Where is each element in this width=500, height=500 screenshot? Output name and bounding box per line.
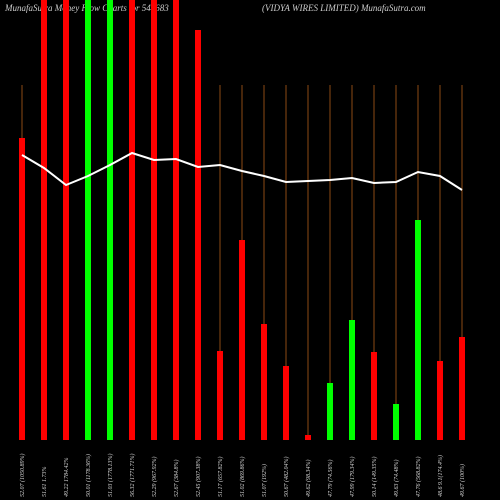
x-tick-label: 49.63 (74.48%) bbox=[393, 460, 400, 498]
x-tick-label: 51.17 (657.82%) bbox=[217, 457, 224, 498]
bar bbox=[129, 0, 135, 440]
x-tick-label: 52.29 (967.92%) bbox=[151, 457, 158, 498]
money-flow-line bbox=[21, 151, 463, 191]
x-tick-label: 51.02 (869.86%) bbox=[239, 457, 246, 498]
x-tick-label: 47.79 (74.56%) bbox=[327, 460, 334, 498]
x-tick-label: 50.01 (1178.36%) bbox=[85, 454, 92, 497]
bar bbox=[393, 404, 399, 440]
x-tick-label: 49.22 1784.42% bbox=[63, 458, 70, 498]
bar bbox=[305, 435, 311, 440]
bar bbox=[19, 138, 25, 440]
bar bbox=[173, 0, 179, 440]
x-tick-label: 51.61 1.73% bbox=[42, 467, 48, 498]
bar bbox=[151, 0, 157, 440]
x-tick-label: 49.67 (100%) bbox=[459, 464, 466, 497]
bar bbox=[41, 0, 47, 440]
bar bbox=[437, 361, 443, 440]
x-tick-label: 50.14 (149.35%) bbox=[371, 457, 378, 498]
bar bbox=[217, 351, 223, 440]
x-tick-label: 50.67 (482.04%) bbox=[283, 457, 290, 498]
bar bbox=[283, 366, 289, 440]
x-tick-label: 51.03 (1778.13%) bbox=[107, 454, 114, 498]
chart-subtitle: (VIDYA WIRES LIMITED) MunafaSutra.com bbox=[262, 3, 426, 13]
bar bbox=[195, 30, 201, 440]
bar bbox=[63, 0, 69, 440]
bar bbox=[415, 220, 421, 440]
bar bbox=[107, 0, 113, 440]
x-tick-label: 51.07 (192%) bbox=[261, 464, 268, 497]
x-tick-label: 52.67 (384.8%) bbox=[173, 460, 180, 498]
x-tick-label: 47.76 (568.82%) bbox=[415, 457, 422, 498]
bar bbox=[327, 383, 333, 440]
x-tick-label: 52.07 (1050.89%) bbox=[19, 454, 26, 498]
x-tick-label: 52.45 (907.38%) bbox=[195, 457, 202, 498]
x-tick-label: 49.62 (98.34%) bbox=[305, 460, 312, 498]
bar bbox=[261, 324, 267, 440]
bar bbox=[85, 0, 91, 440]
x-tick-label: 48.6 9.1(174.4%) bbox=[437, 455, 444, 497]
bar bbox=[349, 320, 355, 440]
x-tick-label: 47.99 (179.34%) bbox=[349, 457, 356, 498]
bar bbox=[459, 337, 465, 440]
bar bbox=[239, 240, 245, 440]
x-tick-label: 56.32 (1771.71%) bbox=[129, 454, 136, 498]
bar bbox=[371, 352, 377, 440]
